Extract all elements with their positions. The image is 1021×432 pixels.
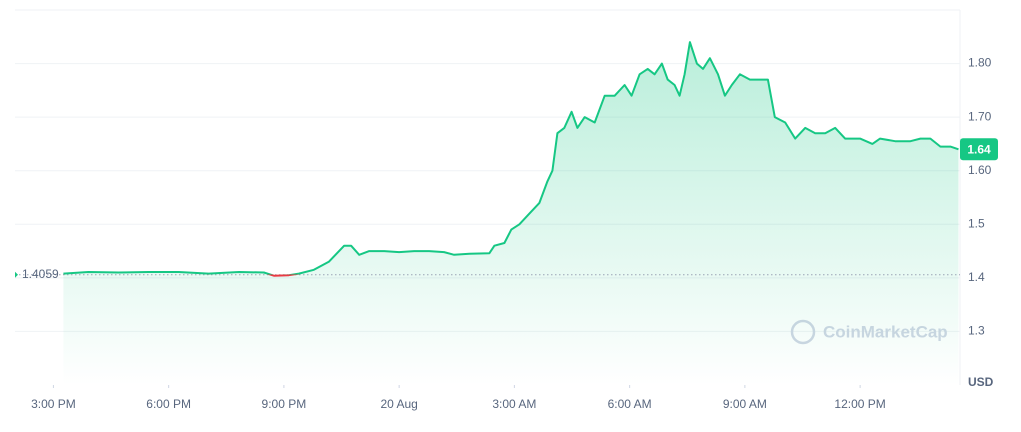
- x-tick-label: 20 Aug: [380, 397, 417, 411]
- current-price-label: 1.64: [967, 142, 991, 156]
- x-tick-label: 9:00 AM: [723, 397, 767, 411]
- baseline-label: 1.4059: [22, 267, 59, 281]
- x-tick-label: 12:00 PM: [834, 397, 885, 411]
- y-tick-label: 1.5: [968, 216, 985, 230]
- x-tick-label: 3:00 PM: [31, 397, 76, 411]
- x-tick-label: 9:00 PM: [262, 397, 307, 411]
- x-tick-label: 6:00 PM: [146, 397, 191, 411]
- y-tick-label: 1.70: [968, 109, 992, 123]
- baseline-marker: [15, 271, 18, 278]
- x-tick-label: 3:00 AM: [492, 397, 536, 411]
- y-tick-label: 1.60: [968, 163, 992, 177]
- y-tick-label: 1.80: [968, 56, 992, 70]
- y-tick-label: 1.3: [968, 324, 985, 338]
- price-line: [63, 41, 959, 277]
- price-area: [63, 42, 959, 385]
- y-unit: USD: [968, 375, 994, 389]
- current-price-badge: [960, 138, 998, 161]
- x-tick-label: 6:00 AM: [608, 397, 652, 411]
- y-tick-label: 1.4: [968, 270, 985, 284]
